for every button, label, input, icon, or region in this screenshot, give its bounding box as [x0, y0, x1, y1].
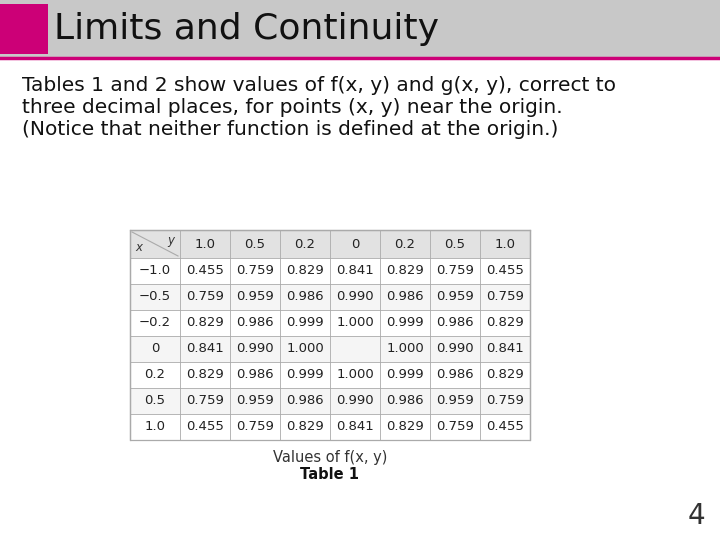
Bar — [130, 414, 530, 440]
Text: 0.999: 0.999 — [286, 368, 324, 381]
Text: Tables 1 and 2 show values of f(x, y) and g(x, y), correct to: Tables 1 and 2 show values of f(x, y) an… — [22, 76, 616, 95]
Text: Table 1: Table 1 — [300, 467, 359, 482]
Text: 0.990: 0.990 — [336, 291, 374, 303]
Text: 1.0: 1.0 — [145, 421, 166, 434]
Bar — [0, 0, 720, 58]
Text: 0.455: 0.455 — [486, 421, 524, 434]
Text: 0: 0 — [150, 342, 159, 355]
Text: three decimal places, for points (x, y) near the origin.: three decimal places, for points (x, y) … — [22, 98, 562, 117]
Text: 0: 0 — [351, 238, 359, 251]
Text: 0.990: 0.990 — [336, 395, 374, 408]
Text: 0.990: 0.990 — [436, 342, 474, 355]
Text: 0.986: 0.986 — [286, 395, 324, 408]
Text: 0.759: 0.759 — [186, 395, 224, 408]
Text: Values of f(x, y): Values of f(x, y) — [273, 450, 387, 465]
Text: 0.829: 0.829 — [486, 316, 524, 329]
Text: −0.5: −0.5 — [139, 291, 171, 303]
Bar — [130, 284, 530, 310]
Text: 0.455: 0.455 — [486, 265, 524, 278]
Text: 0.999: 0.999 — [386, 368, 424, 381]
Text: 0.986: 0.986 — [236, 368, 274, 381]
Text: 0.2: 0.2 — [395, 238, 415, 251]
Text: 1.000: 1.000 — [286, 342, 324, 355]
Text: 0.759: 0.759 — [236, 265, 274, 278]
Text: 0.829: 0.829 — [486, 368, 524, 381]
Text: 0.2: 0.2 — [294, 238, 315, 251]
Text: 0.829: 0.829 — [386, 421, 424, 434]
Text: 0.759: 0.759 — [486, 291, 524, 303]
Text: 0.999: 0.999 — [386, 316, 424, 329]
Text: 0.990: 0.990 — [236, 342, 274, 355]
Text: 0.841: 0.841 — [186, 342, 224, 355]
Bar — [130, 336, 530, 362]
Text: 0.986: 0.986 — [286, 291, 324, 303]
Bar — [130, 362, 530, 388]
Text: 1.000: 1.000 — [336, 368, 374, 381]
Text: 0.829: 0.829 — [286, 421, 324, 434]
Text: 0.959: 0.959 — [236, 291, 274, 303]
Bar — [130, 310, 530, 336]
Text: 0.829: 0.829 — [386, 265, 424, 278]
Text: 0.5: 0.5 — [444, 238, 466, 251]
Text: 0.986: 0.986 — [386, 395, 424, 408]
Text: 4: 4 — [688, 502, 705, 530]
Text: 0.841: 0.841 — [336, 265, 374, 278]
Text: 0.959: 0.959 — [236, 395, 274, 408]
Text: y: y — [167, 234, 174, 247]
Text: 0.759: 0.759 — [486, 395, 524, 408]
Text: 0.986: 0.986 — [386, 291, 424, 303]
Text: 0.841: 0.841 — [336, 421, 374, 434]
Text: Limits and Continuity: Limits and Continuity — [54, 12, 439, 46]
Text: 0.759: 0.759 — [186, 291, 224, 303]
Bar — [130, 230, 530, 440]
Text: 0.455: 0.455 — [186, 265, 224, 278]
Text: 1.000: 1.000 — [336, 316, 374, 329]
Text: 0.5: 0.5 — [145, 395, 166, 408]
Text: 0.759: 0.759 — [436, 265, 474, 278]
Bar — [130, 258, 530, 284]
Bar — [0, 4, 48, 54]
Text: 0.841: 0.841 — [486, 342, 524, 355]
Bar — [130, 230, 530, 258]
Text: 1.000: 1.000 — [386, 342, 424, 355]
Bar — [130, 388, 530, 414]
Text: 0.959: 0.959 — [436, 291, 474, 303]
Text: x: x — [135, 241, 142, 254]
Text: 1.0: 1.0 — [194, 238, 215, 251]
Text: 0.2: 0.2 — [145, 368, 166, 381]
Text: 0.829: 0.829 — [186, 316, 224, 329]
Text: 0.986: 0.986 — [436, 368, 474, 381]
Text: 0.829: 0.829 — [286, 265, 324, 278]
Text: −0.2: −0.2 — [139, 316, 171, 329]
Text: 1.0: 1.0 — [495, 238, 516, 251]
Text: 0.986: 0.986 — [236, 316, 274, 329]
Text: 0.959: 0.959 — [436, 395, 474, 408]
Text: 0.455: 0.455 — [186, 421, 224, 434]
Text: 0.829: 0.829 — [186, 368, 224, 381]
Text: 0.759: 0.759 — [436, 421, 474, 434]
Text: 0.5: 0.5 — [245, 238, 266, 251]
Text: 0.759: 0.759 — [236, 421, 274, 434]
Text: 0.986: 0.986 — [436, 316, 474, 329]
Text: (Notice that neither function is defined at the origin.): (Notice that neither function is defined… — [22, 120, 559, 139]
Text: −1.0: −1.0 — [139, 265, 171, 278]
Text: 0.999: 0.999 — [286, 316, 324, 329]
